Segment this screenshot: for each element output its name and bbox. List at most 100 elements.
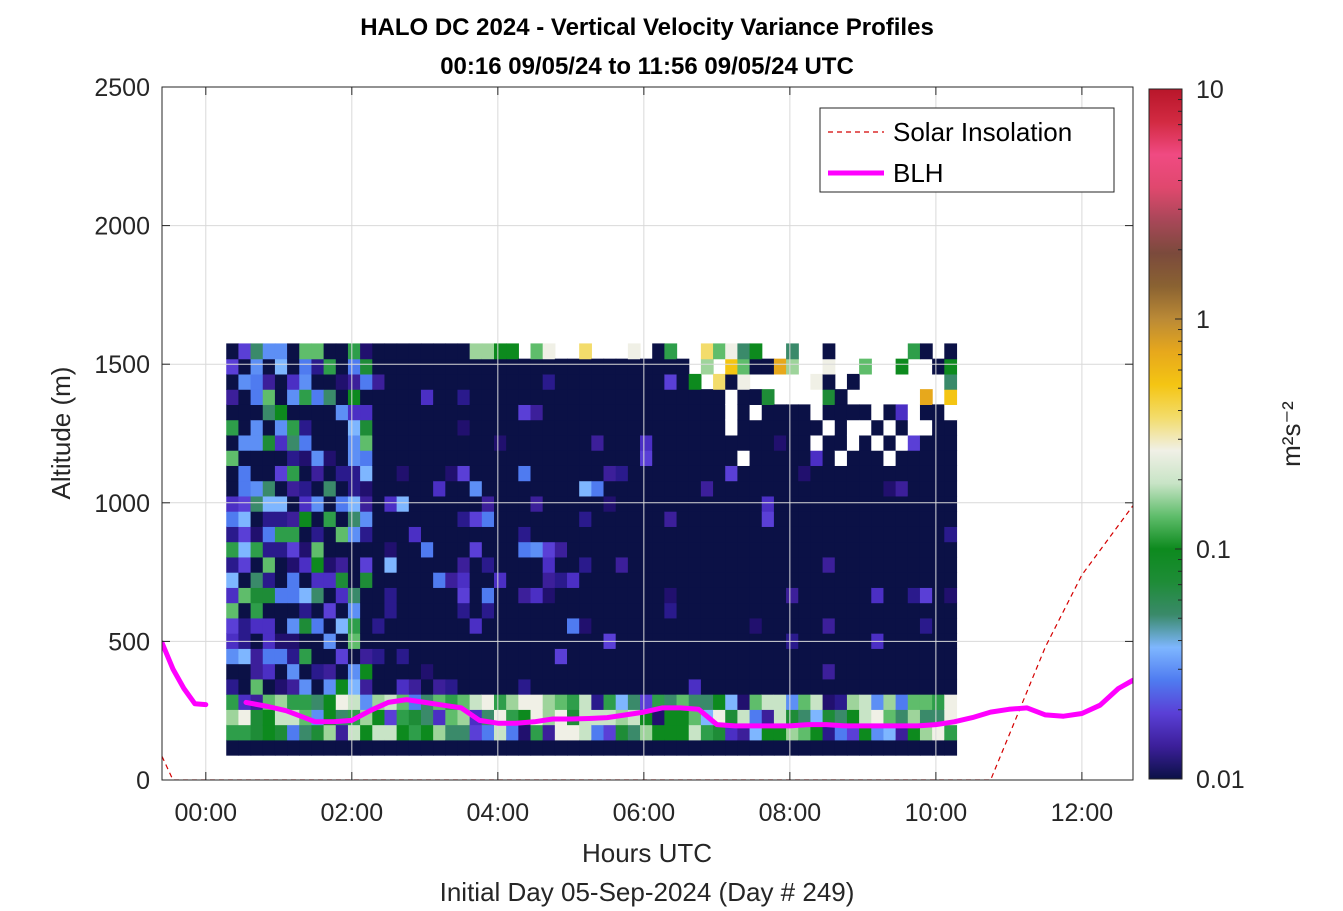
heatmap-cell bbox=[761, 526, 775, 543]
heatmap-cell bbox=[859, 404, 872, 421]
heatmap-cell bbox=[640, 434, 653, 451]
heatmap-cell bbox=[737, 663, 751, 680]
heatmap-cell bbox=[761, 434, 775, 451]
heatmap-cell bbox=[919, 511, 933, 527]
heatmap-cell bbox=[591, 617, 605, 634]
heatmap-cell bbox=[615, 556, 629, 573]
heatmap-cell bbox=[457, 678, 471, 695]
heatmap-cell bbox=[506, 495, 519, 512]
heatmap-cell bbox=[822, 617, 836, 634]
heatmap-cell bbox=[335, 373, 349, 390]
heatmap-cell bbox=[749, 724, 763, 741]
heatmap-cell bbox=[433, 648, 446, 665]
heatmap-cell bbox=[749, 404, 763, 421]
heatmap-cell bbox=[919, 694, 933, 710]
heatmap-cell bbox=[664, 587, 678, 604]
heatmap-cell bbox=[518, 663, 532, 680]
heatmap-cell bbox=[640, 587, 653, 604]
heatmap-cell bbox=[579, 556, 592, 573]
heatmap-cell bbox=[773, 648, 787, 665]
heatmap-cell bbox=[542, 404, 556, 421]
heatmap-cell bbox=[396, 434, 410, 451]
heatmap-cell bbox=[420, 724, 434, 741]
heatmap-cell bbox=[530, 434, 544, 451]
heatmap-cell bbox=[713, 678, 726, 695]
heatmap-cell bbox=[274, 587, 288, 604]
heatmap-cell bbox=[944, 373, 958, 390]
heatmap-cell bbox=[822, 648, 836, 665]
heatmap-cell bbox=[469, 678, 483, 695]
heatmap-cell bbox=[311, 678, 325, 695]
heatmap-cell bbox=[469, 617, 483, 634]
heatmap-cell bbox=[347, 450, 361, 466]
heatmap-cell bbox=[287, 343, 300, 360]
heatmap-cell bbox=[652, 480, 665, 497]
heatmap-cell bbox=[871, 495, 885, 512]
heatmap-cell bbox=[615, 678, 629, 695]
heatmap-cell bbox=[688, 694, 702, 710]
heatmap-cell bbox=[347, 541, 361, 558]
heatmap-cell bbox=[311, 556, 325, 573]
heatmap-cell bbox=[944, 617, 958, 634]
heatmap-cell bbox=[481, 389, 495, 405]
heatmap-cell bbox=[688, 663, 702, 680]
heatmap-cell bbox=[676, 480, 690, 497]
heatmap-cell bbox=[725, 389, 739, 405]
heatmap-cell bbox=[846, 434, 860, 451]
heatmap-cell bbox=[506, 541, 519, 558]
heatmap-cell bbox=[725, 556, 739, 573]
heatmap-cell bbox=[530, 358, 544, 375]
heatmap-cell bbox=[226, 373, 240, 390]
heatmap-cell bbox=[420, 541, 434, 558]
heatmap-cell bbox=[749, 434, 763, 451]
heatmap-cell bbox=[713, 526, 726, 543]
heatmap-cell bbox=[372, 541, 386, 558]
heatmap-cell bbox=[615, 389, 629, 405]
heatmap-cell bbox=[944, 404, 958, 421]
heatmap-cell bbox=[347, 739, 361, 756]
heatmap-cell bbox=[347, 694, 361, 710]
heatmap-cell bbox=[506, 617, 519, 634]
heatmap-cell bbox=[238, 678, 252, 695]
heatmap-cell bbox=[420, 404, 434, 421]
heatmap-cell bbox=[262, 465, 276, 482]
heatmap-cell bbox=[700, 511, 714, 527]
heatmap-cell bbox=[420, 678, 434, 695]
heatmap-cell bbox=[615, 450, 629, 466]
heatmap-cell bbox=[299, 739, 313, 756]
heatmap-cell bbox=[433, 602, 446, 619]
heatmap-cell bbox=[713, 587, 726, 604]
heatmap-cell bbox=[335, 526, 349, 543]
heatmap-cell bbox=[700, 602, 714, 619]
heatmap-cell bbox=[761, 419, 775, 436]
heatmap-cell bbox=[506, 450, 519, 466]
heatmap-cell bbox=[384, 511, 398, 527]
heatmap-cell bbox=[347, 343, 361, 360]
heatmap-cell bbox=[664, 663, 678, 680]
heatmap-cell bbox=[725, 678, 739, 695]
heatmap-cell bbox=[274, 343, 288, 360]
heatmap-cell bbox=[761, 572, 775, 588]
heatmap-cell bbox=[822, 587, 836, 604]
heatmap-cell bbox=[226, 404, 240, 421]
heatmap-cell bbox=[262, 373, 276, 390]
heatmap-cell bbox=[822, 465, 836, 482]
heatmap-cell bbox=[250, 465, 264, 482]
heatmap-cell bbox=[895, 602, 909, 619]
heatmap-cell bbox=[761, 663, 775, 680]
heatmap-cell bbox=[238, 541, 252, 558]
x-tick-label: 06:00 bbox=[613, 799, 676, 827]
heatmap-cell bbox=[226, 480, 240, 497]
heatmap-cell bbox=[384, 709, 398, 726]
heatmap-cell bbox=[445, 511, 459, 527]
heatmap-cell bbox=[700, 724, 714, 741]
heatmap-cell bbox=[591, 648, 605, 665]
heatmap-cell bbox=[798, 587, 812, 604]
heatmap-cell bbox=[433, 739, 446, 756]
heatmap-cell bbox=[311, 480, 325, 497]
heatmap-cell bbox=[627, 419, 641, 436]
heatmap-cell bbox=[859, 739, 872, 756]
heatmap-cell bbox=[688, 373, 702, 390]
heatmap-cell bbox=[883, 572, 897, 588]
heatmap-cell bbox=[542, 343, 556, 360]
